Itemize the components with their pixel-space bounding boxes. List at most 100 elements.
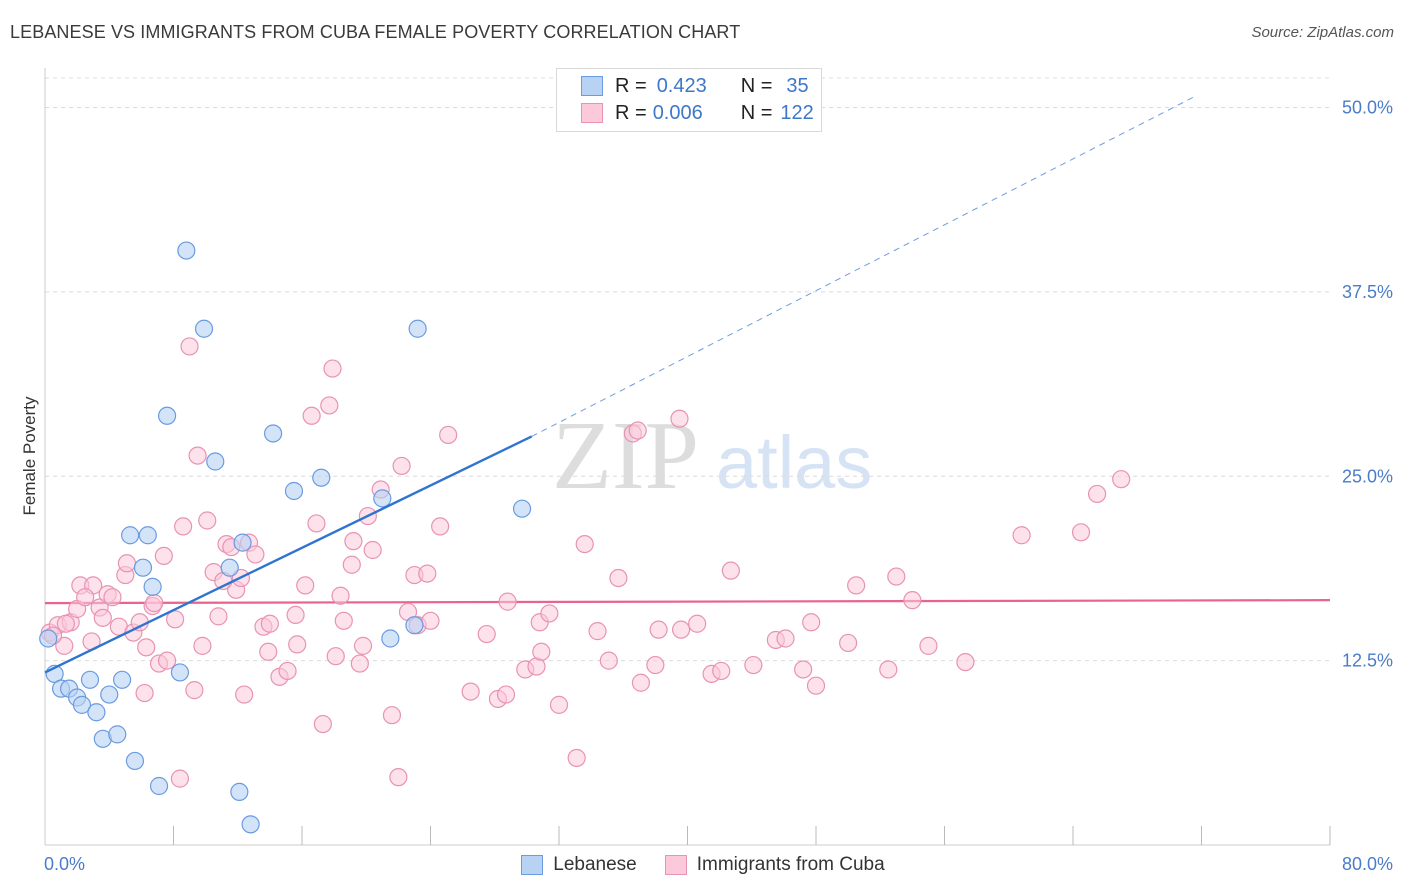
data-point-cuba [344, 532, 363, 551]
data-point-cuba [154, 546, 173, 566]
data-point-cuba [721, 561, 740, 580]
y-tick-label: 12.5% [1342, 651, 1393, 671]
data-point-lebanese [512, 499, 532, 518]
cuba-swatch [581, 103, 603, 123]
legend-label-lebanese: Lebanese [553, 854, 637, 875]
data-point-cuba [609, 568, 628, 588]
data-point-cuba [776, 629, 795, 648]
data-point-cuba [802, 613, 821, 632]
data-point-cuba [646, 655, 665, 675]
stats-row-cuba: R = 0.006 N = 122 [581, 100, 814, 126]
data-point-lebanese [121, 526, 140, 545]
data-point-cuba [431, 517, 450, 536]
data-point-cuba [286, 605, 305, 625]
data-point-cuba [342, 555, 361, 574]
data-point-cuba [599, 651, 618, 670]
data-point-cuba [135, 683, 154, 703]
data-point-cuba [1112, 470, 1131, 489]
data-point-cuba [575, 534, 594, 554]
data-point-lebanese [284, 481, 304, 501]
data-point-cuba [956, 652, 975, 672]
data-point-cuba [1087, 484, 1107, 504]
data-point-cuba [628, 421, 647, 440]
data-point-lebanese [233, 533, 252, 552]
source-label: Source: ZipAtlas.com [1251, 24, 1394, 41]
data-point-cuba [193, 636, 212, 655]
data-point-cuba [307, 514, 326, 533]
data-point-lebanese [100, 685, 119, 704]
data-point-cuba [326, 647, 345, 666]
data-point-cuba [334, 611, 353, 630]
trend-line-cuba [44, 599, 1331, 605]
n-label: N = [740, 74, 773, 97]
lebanese-swatch [581, 76, 603, 96]
legend-item-lebanese[interactable]: Lebanese [521, 854, 637, 876]
legend-swatch-lebanese [521, 855, 544, 875]
data-point-lebanese [206, 452, 225, 471]
data-point-lebanese [194, 319, 214, 338]
data-point-cuba [496, 685, 516, 704]
n-label: N = [740, 101, 773, 124]
data-point-cuba [712, 661, 731, 681]
data-point-cuba [323, 359, 342, 378]
data-point-lebanese [405, 616, 424, 635]
data-point-cuba [439, 425, 458, 445]
data-point-cuba [260, 614, 279, 633]
data-point-cuba [137, 638, 156, 657]
data-point-cuba [567, 748, 586, 768]
data-point-cuba [879, 660, 898, 679]
data-point-lebanese [72, 695, 92, 714]
r-value: 0.006 [652, 101, 703, 124]
watermark-atlas: atlas [716, 421, 872, 504]
data-point-lebanese [312, 468, 331, 487]
data-point-cuba [532, 642, 551, 661]
r-value: 0.423 [656, 74, 707, 97]
data-point-lebanese [108, 725, 127, 744]
data-point-lebanese [408, 319, 427, 338]
y-tick-label: 37.5% [1342, 282, 1393, 302]
data-point-cuba [174, 517, 193, 536]
data-point-cuba [392, 456, 411, 476]
data-point-lebanese [80, 670, 100, 689]
data-point-cuba [461, 682, 480, 701]
y-tick-label: 50.0% [1342, 98, 1393, 118]
data-point-cuba [839, 633, 858, 653]
n-value: 35 [786, 74, 809, 97]
legend-item-cuba[interactable]: Immigrants from Cuba [664, 854, 885, 876]
data-point-cuba [540, 604, 559, 623]
data-point-lebanese [138, 526, 157, 545]
r-label: R = [615, 101, 647, 124]
data-point-cuba [302, 406, 321, 425]
trend-line-lebanese-extension [531, 96, 1194, 437]
data-point-lebanese [87, 703, 106, 722]
data-point-cuba [421, 611, 440, 630]
legend: Lebanese Immigrants from Cuba [0, 852, 1406, 878]
data-point-cuba [320, 396, 339, 415]
data-point-cuba [157, 651, 177, 670]
data-point-cuba [259, 642, 278, 661]
stats-row-lebanese: R = 0.423 N = 35 [581, 73, 809, 99]
chart-title: LEBANESE VS IMMIGRANTS FROM CUBA FEMALE … [10, 22, 741, 42]
legend-swatch-cuba [664, 855, 687, 875]
r-label: R = [615, 74, 647, 97]
data-point-cuba [350, 654, 369, 673]
data-point-cuba [278, 661, 297, 681]
data-point-lebanese [39, 629, 58, 648]
data-point-cuba [331, 586, 350, 605]
data-point-cuba [170, 769, 190, 788]
watermark: ZIP atlas [552, 402, 872, 510]
data-point-lebanese [373, 489, 392, 508]
data-point-cuba [1012, 526, 1031, 545]
data-point-lebanese [149, 776, 169, 796]
data-point-cuba [794, 660, 813, 679]
stats-box: R = 0.423 N = 35 R = 0.006 N = 122 [556, 68, 822, 132]
data-point-cuba [55, 636, 74, 655]
data-point-cuba [180, 337, 199, 356]
data-point-lebanese [143, 577, 162, 596]
data-point-cuba [382, 706, 402, 725]
data-point-lebanese [125, 751, 145, 771]
data-point-lebanese [112, 670, 132, 689]
data-point-lebanese [230, 782, 249, 802]
data-point-lebanese [133, 558, 153, 577]
